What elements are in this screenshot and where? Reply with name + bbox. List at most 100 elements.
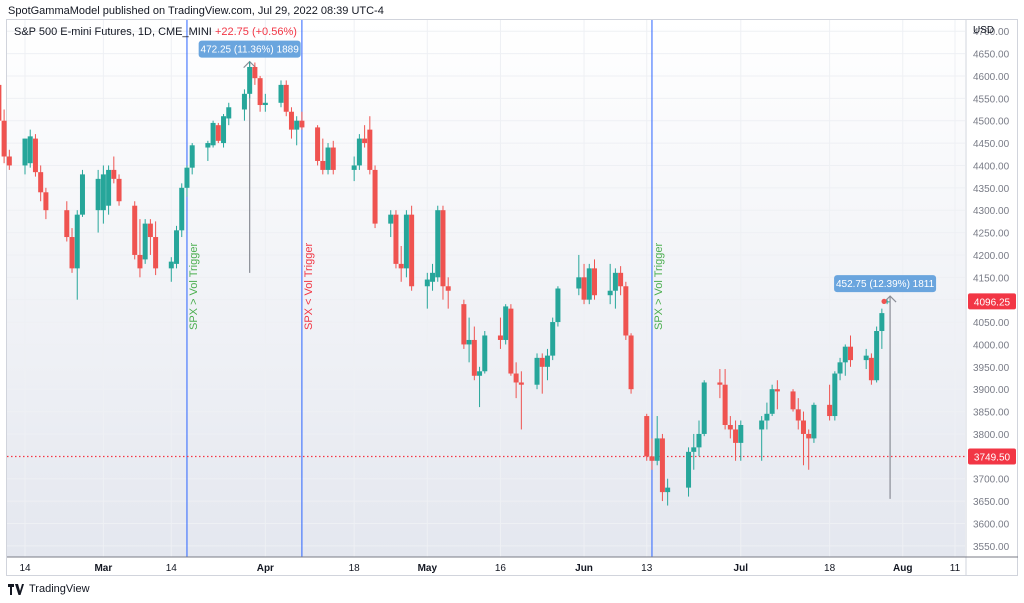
candle-body bbox=[644, 416, 650, 457]
x-tick-label: 11 bbox=[950, 563, 961, 574]
candle-body bbox=[696, 433, 702, 448]
candle-body bbox=[790, 391, 796, 410]
price-label-text: 3749.50 bbox=[974, 453, 1011, 464]
candle-body bbox=[409, 214, 415, 287]
candle-body bbox=[362, 138, 368, 144]
measure-badge bbox=[834, 275, 937, 293]
footer-brand-label: TradingView bbox=[29, 583, 90, 595]
candle-body bbox=[288, 111, 294, 130]
candle-body bbox=[513, 373, 519, 383]
candle-body bbox=[842, 346, 848, 363]
y-tick-label: 4200.00 bbox=[973, 251, 1010, 262]
candle-body bbox=[654, 438, 660, 461]
candle-body bbox=[393, 214, 399, 264]
chart-frame bbox=[6, 19, 1018, 576]
candle-body bbox=[811, 404, 817, 439]
measure-badge-text: 472.25 (11.36%) 1889 bbox=[201, 45, 300, 56]
vol-trigger-label: SPX > Vol Trigger bbox=[653, 243, 665, 330]
candle-body bbox=[168, 261, 174, 269]
y-tick-label: 3550.00 bbox=[973, 542, 1010, 553]
candle-body bbox=[262, 102, 268, 106]
candle-body bbox=[665, 487, 671, 493]
vol-trigger-label: SPX > Vol Trigger bbox=[188, 243, 200, 330]
candle-body bbox=[137, 254, 143, 269]
measure-badge bbox=[198, 40, 301, 58]
candle-body bbox=[320, 160, 326, 170]
candle-body bbox=[691, 447, 697, 452]
measure-badge-text: 452.75 (12.39%) 1811 bbox=[836, 279, 935, 290]
candle-body bbox=[299, 120, 305, 128]
candle-body bbox=[330, 147, 336, 170]
candle-body bbox=[27, 136, 33, 164]
candle-body bbox=[388, 214, 394, 224]
y-tick-label: 3900.00 bbox=[973, 385, 1010, 396]
x-tick-label: 14 bbox=[166, 563, 178, 574]
candle-body bbox=[477, 371, 483, 376]
tradingview-logo-icon bbox=[8, 583, 24, 595]
candle-body bbox=[247, 66, 253, 94]
candle-body bbox=[325, 147, 331, 170]
x-tick-label: 18 bbox=[824, 563, 836, 574]
candle-body bbox=[874, 331, 880, 381]
candle-body bbox=[659, 438, 665, 493]
candle-body bbox=[74, 214, 80, 269]
y-tick-label: 3700.00 bbox=[973, 475, 1010, 486]
candle-body bbox=[440, 210, 446, 287]
y-tick-label: 4300.00 bbox=[973, 206, 1010, 217]
candle-body bbox=[717, 382, 723, 385]
candle-body bbox=[550, 322, 556, 356]
footer-brand[interactable]: TradingView bbox=[8, 583, 90, 595]
y-tick-label: 4000.00 bbox=[973, 340, 1010, 351]
candle-body bbox=[539, 357, 545, 367]
candle-body bbox=[471, 339, 477, 376]
y-tick-label: 4050.00 bbox=[973, 318, 1010, 329]
candle-body bbox=[764, 413, 770, 421]
y-tick-label: 4700.00 bbox=[973, 27, 1010, 38]
candle-body bbox=[367, 129, 373, 170]
candle-body bbox=[22, 138, 28, 166]
candle-body bbox=[759, 420, 765, 430]
candle-body bbox=[241, 93, 247, 110]
y-tick-label: 3950.00 bbox=[973, 363, 1010, 374]
candle-body bbox=[430, 272, 436, 282]
candle-body bbox=[774, 389, 780, 392]
candle-body bbox=[205, 143, 211, 148]
candle-body bbox=[69, 237, 75, 269]
y-tick-label: 4600.00 bbox=[973, 72, 1010, 83]
vol-trigger-label: SPX < Vol Trigger bbox=[303, 243, 315, 330]
candle-body bbox=[372, 169, 378, 224]
y-axis-currency: USD bbox=[973, 25, 994, 36]
candle-body bbox=[210, 122, 216, 146]
y-tick-label: 4150.00 bbox=[973, 273, 1010, 284]
candle-body bbox=[215, 125, 221, 141]
candle-body bbox=[544, 355, 550, 367]
candle-body bbox=[142, 223, 148, 260]
x-tick-label: 13 bbox=[641, 563, 653, 574]
y-tick-label: 4650.00 bbox=[973, 50, 1010, 61]
last-price-dot bbox=[881, 298, 887, 304]
candle-body bbox=[461, 304, 467, 345]
candle-body bbox=[884, 301, 890, 303]
candle-body bbox=[591, 268, 597, 296]
candle-body bbox=[132, 205, 138, 255]
candle-body bbox=[64, 210, 70, 238]
candle-body bbox=[398, 263, 404, 269]
candle-body bbox=[38, 172, 44, 193]
candle-body bbox=[283, 84, 289, 112]
candle-body bbox=[351, 165, 357, 170]
x-tick-label: 16 bbox=[495, 563, 507, 574]
candle-body bbox=[79, 174, 85, 215]
candle-body bbox=[32, 138, 38, 173]
x-tick-label: Apr bbox=[257, 563, 274, 574]
legend-change: +22.75 (+0.56%) bbox=[214, 26, 297, 38]
x-tick-label: Jul bbox=[734, 563, 749, 574]
published-caption: SpotGammaModel published on TradingView.… bbox=[8, 5, 384, 17]
candle-body bbox=[863, 355, 869, 361]
candle-body bbox=[184, 167, 190, 188]
candle-body bbox=[508, 308, 514, 374]
candle-body bbox=[879, 313, 885, 332]
candle-body bbox=[806, 433, 812, 439]
x-tick-label: 18 bbox=[349, 563, 361, 574]
candle-body bbox=[497, 335, 503, 340]
